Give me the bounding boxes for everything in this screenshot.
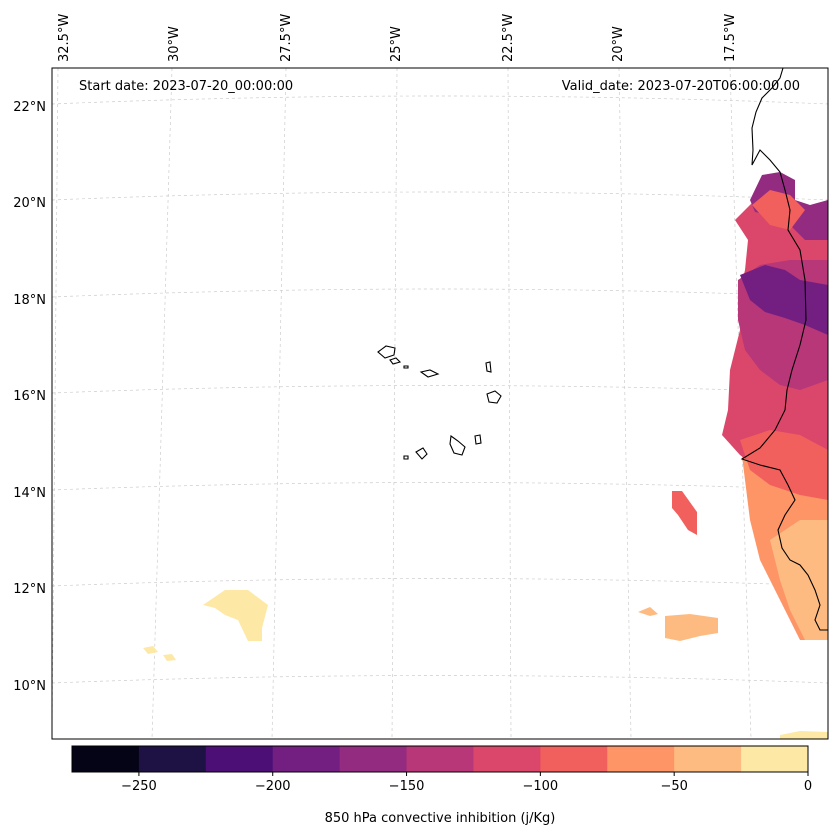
lat-label: 16°N [13,389,46,404]
colorbar: −250 −200 −150 −100 −50 0 [71,745,812,794]
lat-label: 12°N [13,582,46,597]
island-sao-nicolau [419,369,440,378]
start-date-label: Start date: 2023-07-20_00:00:00 [79,79,293,94]
lat-label: 10°N [13,679,46,694]
island-maio [474,434,482,445]
colorbar-swatch [406,746,474,772]
colorbar-tick-label: 0 [804,779,812,794]
island-santa-luzia [403,365,409,369]
colorbar-swatch [741,746,809,772]
colorbar-tick-label: −200 [255,779,291,794]
colorbar-swatch [674,746,742,772]
valid-date-label: Valid_date: 2023-07-20T06:00:00.00 [562,79,800,94]
colorbar-tick-label: −50 [660,779,687,794]
colorbar-swatch [72,746,140,772]
colorbar-tick-label: −250 [121,779,157,794]
colorbar-swatch [473,746,541,772]
lat-label: 22°N [13,100,46,115]
lon-label: 20°W [611,26,626,62]
lon-label: 22.5°W [501,14,516,62]
africa-coastline [740,67,828,631]
lat-label: 18°N [13,293,46,308]
cin-field [143,172,828,739]
island-santiago [449,435,466,456]
coastlines [377,67,828,631]
lon-label: 32.5°W [57,14,72,62]
lon-label: 25°W [389,26,404,62]
map-border [51,67,829,740]
cin-region-southeast-yellow [780,731,828,739]
graticule [51,67,829,740]
colorbar-swatch [540,746,608,772]
colorbar-label: 850 hPa convective inhibition (j/Kg) [325,811,556,826]
colorbar-tick-label: −100 [523,779,559,794]
lon-label: 30°W [167,26,182,62]
island-sao-vicente [389,357,402,365]
colorbar-swatch [607,746,675,772]
colorbar-swatch [339,746,408,772]
cin-region-south-red [740,430,828,500]
cin-region-west-yellow-dot [163,654,176,661]
map-area [52,68,828,739]
island-brava [403,455,409,460]
cin-region-offshore-red [672,491,697,535]
colorbar-swatch [272,746,341,772]
island-boa-vista [486,390,502,404]
colorbar-tick-label: −150 [389,779,425,794]
cin-region-west-africa-orange [770,520,828,640]
island-fogo [415,447,428,460]
cin-region-west-yellow [203,590,268,641]
island-santo-antao [377,345,396,359]
colorbar-swatch [205,746,274,772]
latitude-labels: 22°N 20°N 18°N 16°N 14°N 12°N 10°N [13,100,46,694]
lon-label: 17.5°W [723,14,738,62]
cin-region-west-yellow-small [143,646,158,654]
island-sal [485,361,492,373]
colorbar-border [71,745,809,773]
longitude-labels: 32.5°W 30°W 27.5°W 25°W 22.5°W 20°W 17.5… [57,14,738,62]
lat-label: 20°N [13,196,46,211]
lon-label: 27.5°W [279,14,294,62]
cin-region-south-orange-small [638,607,658,616]
cin-region-south-orange [665,614,718,641]
lat-label: 14°N [13,486,46,501]
colorbar-swatch [138,746,207,772]
cin-region-north-orange [752,190,805,230]
